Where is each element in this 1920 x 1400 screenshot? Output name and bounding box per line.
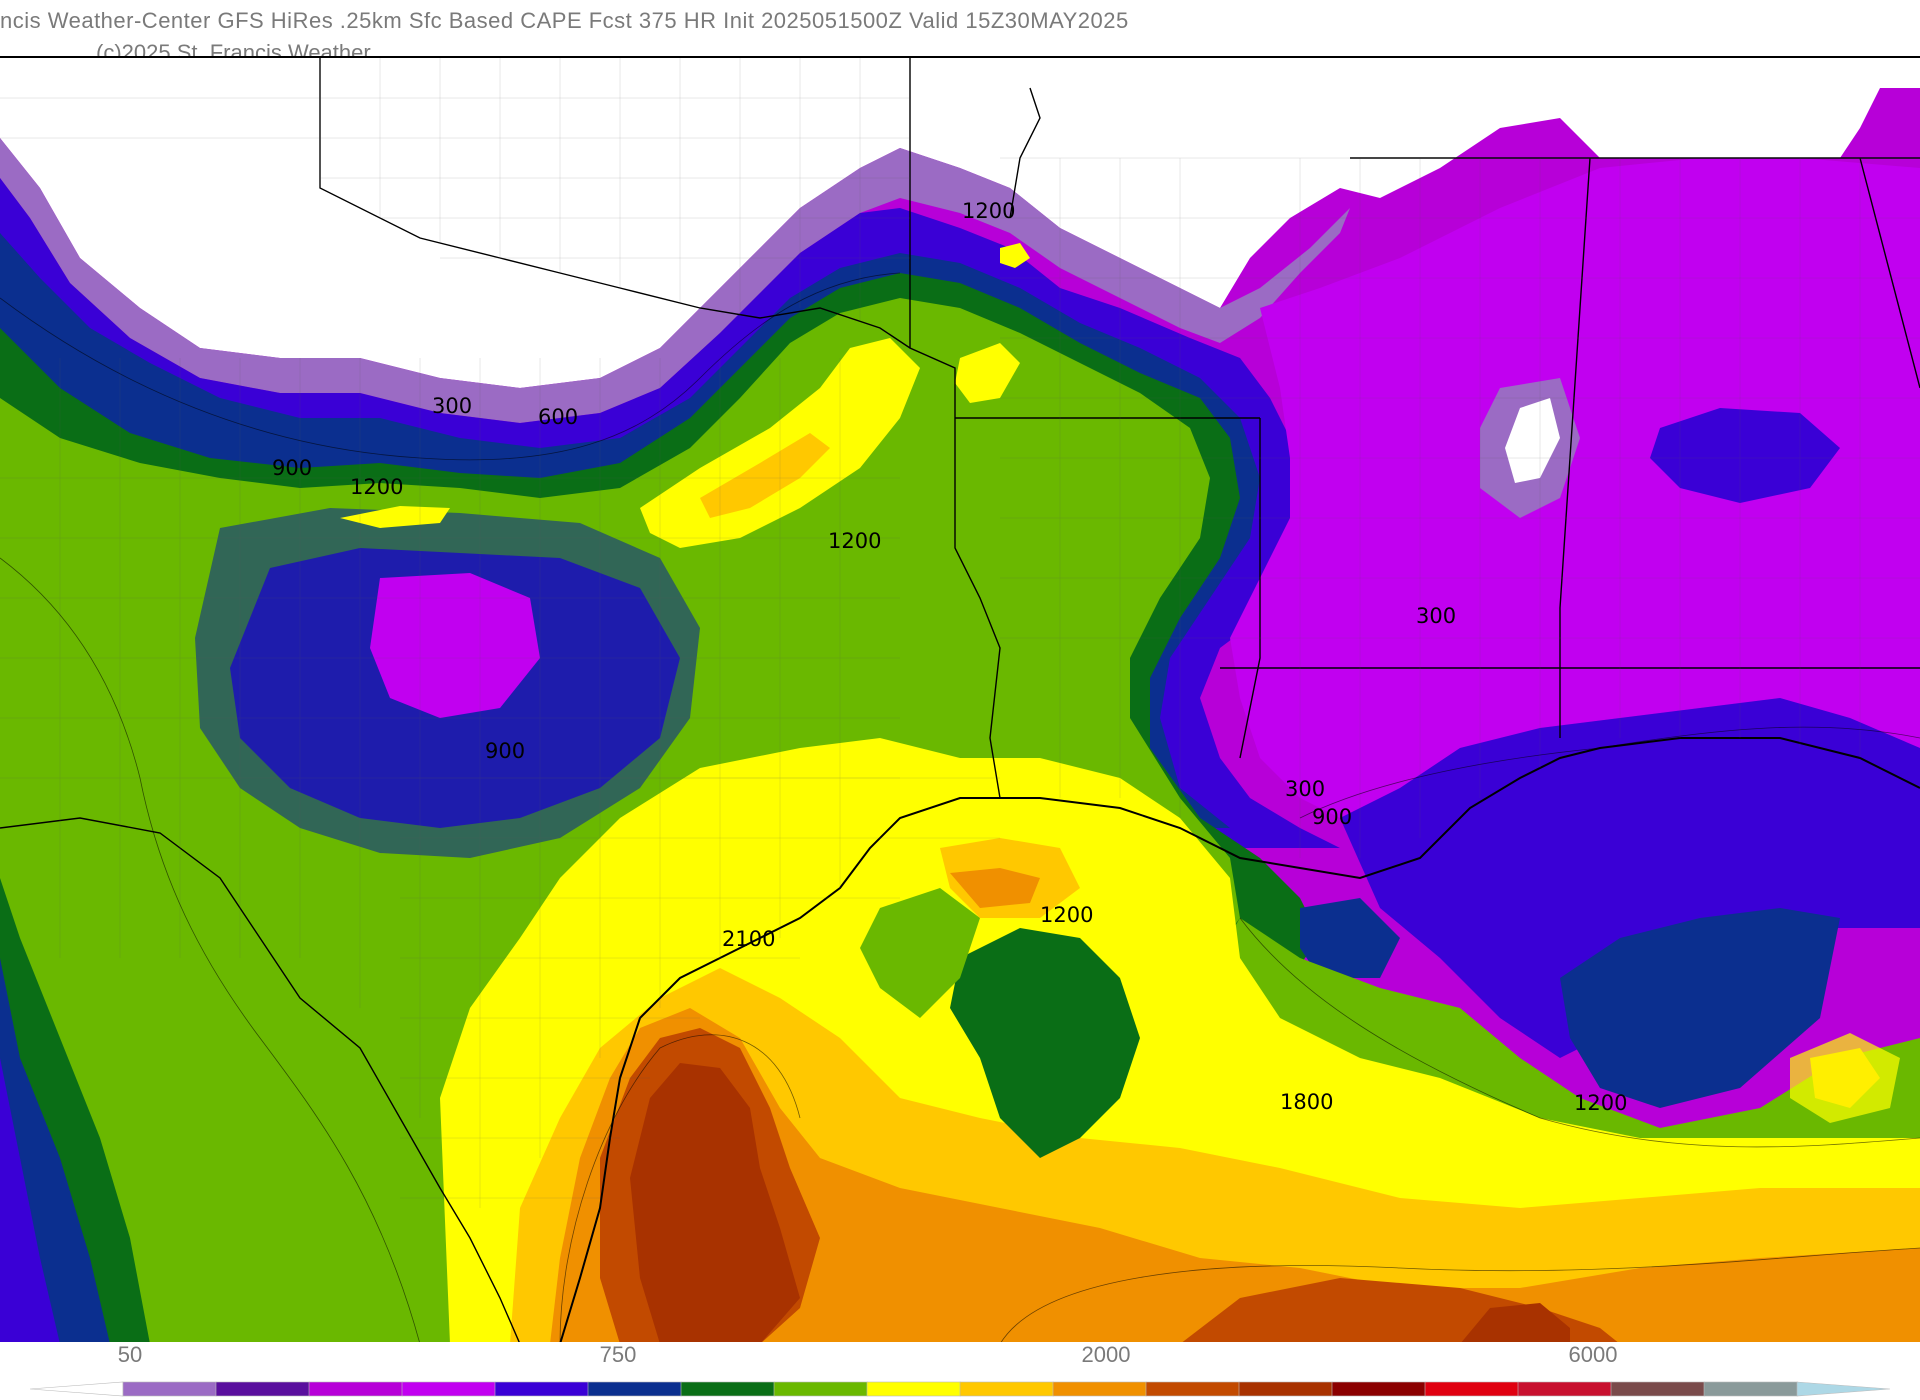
fill-gulf-navy xyxy=(1560,908,1840,1108)
contour-label: 300 xyxy=(432,394,472,418)
fill-north-gold-1 xyxy=(700,433,830,518)
cape-map-canvas: 1200 300 600 900 1200 1200 900 300 300 9… xyxy=(0,58,1920,1344)
colorbar-swatch xyxy=(29,1381,124,1397)
fill-gulf-green-island xyxy=(860,888,980,1018)
colorbar-tick-label: 6000 xyxy=(1568,1342,1618,1367)
coastline xyxy=(559,737,1920,1344)
colorbar: 50 750 2000 6000 xyxy=(0,1342,1920,1400)
colorbar-tick-label: 50 xyxy=(117,1342,143,1367)
colorbar-swatch xyxy=(773,1381,868,1397)
contour-label: 1200 xyxy=(962,199,1015,223)
county-grid xyxy=(0,58,1920,1208)
contour-label: 2100 xyxy=(722,927,775,951)
contour-label: 900 xyxy=(1312,805,1352,829)
contour-label: 1200 xyxy=(350,475,403,499)
colorbar-swatch xyxy=(1610,1381,1705,1397)
colorbar-swatch xyxy=(587,1381,682,1397)
fill-light-purple-fringe xyxy=(0,138,1350,423)
colorbar-swatch xyxy=(866,1381,961,1397)
colorbar-swatch xyxy=(1052,1381,1147,1397)
colorbar-tick-label: 750 xyxy=(599,1342,637,1367)
colorbar-swatch xyxy=(680,1381,775,1397)
fill-north-yellow-2 xyxy=(955,343,1020,403)
contour-label: 300 xyxy=(1285,777,1325,801)
contour-labels: 1200 300 600 900 1200 1200 900 300 300 9… xyxy=(272,199,1627,1115)
colorbar-tick-label: 2000 xyxy=(1081,1342,1131,1367)
colorbar-swatch xyxy=(1796,1381,1891,1397)
contour-label: 300 xyxy=(1416,604,1456,628)
colorbar-swatch xyxy=(1517,1381,1612,1397)
colorbar-swatch xyxy=(1145,1381,1240,1397)
contour-label: 900 xyxy=(485,739,525,763)
fill-south-orange xyxy=(550,1008,1920,1344)
state-boundaries xyxy=(0,58,1920,1344)
colorbar-swatch xyxy=(1703,1381,1798,1397)
cape-contours xyxy=(0,272,1920,1344)
contour-label: 1800 xyxy=(1280,1090,1333,1114)
colorbar-swatch xyxy=(1331,1381,1426,1397)
fill-gulf-navy-2 xyxy=(1300,898,1400,978)
fill-south-brown-east xyxy=(1460,1303,1570,1344)
colorbar-swatches xyxy=(29,1381,1891,1397)
fill-white-north xyxy=(0,58,1920,388)
cape-map: 1200 300 600 900 1200 1200 900 300 300 9… xyxy=(0,56,1920,1346)
contour-label: 1200 xyxy=(1040,903,1093,927)
fill-north-yellow-3 xyxy=(1000,243,1030,268)
colorbar-swatch xyxy=(308,1381,403,1397)
colorbar-swatch xyxy=(215,1381,310,1397)
fill-south-brown xyxy=(630,1063,800,1344)
fill-gulf-dark-green-island xyxy=(950,928,1140,1158)
fill-gulf-blue xyxy=(1340,698,1920,1058)
fill-gulf-rust-patch xyxy=(950,868,1040,908)
fill-east-blue-blob xyxy=(1650,408,1840,503)
contour-label: 900 xyxy=(272,456,312,480)
colorbar-swatch xyxy=(1238,1381,1333,1397)
fill-east-magenta xyxy=(1230,158,1920,818)
contour-label: 1200 xyxy=(828,529,881,553)
colorbar-swatch xyxy=(959,1381,1054,1397)
contour-label: 1200 xyxy=(1574,1091,1627,1115)
fill-west-magenta-hole xyxy=(370,573,540,718)
fill-east-yellow-ring xyxy=(1790,1033,1900,1123)
fill-north-yellow-streak xyxy=(340,506,450,528)
fill-east-white-hole xyxy=(1505,398,1560,483)
map-title: ncis Weather-Center GFS HiRes .25km Sfc … xyxy=(0,8,1129,33)
colorbar-swatch xyxy=(1424,1381,1519,1397)
contour-label: 600 xyxy=(538,405,578,429)
colorbar-swatch xyxy=(494,1381,589,1397)
colorbar-swatch xyxy=(401,1381,496,1397)
colorbar-swatch xyxy=(122,1381,217,1397)
